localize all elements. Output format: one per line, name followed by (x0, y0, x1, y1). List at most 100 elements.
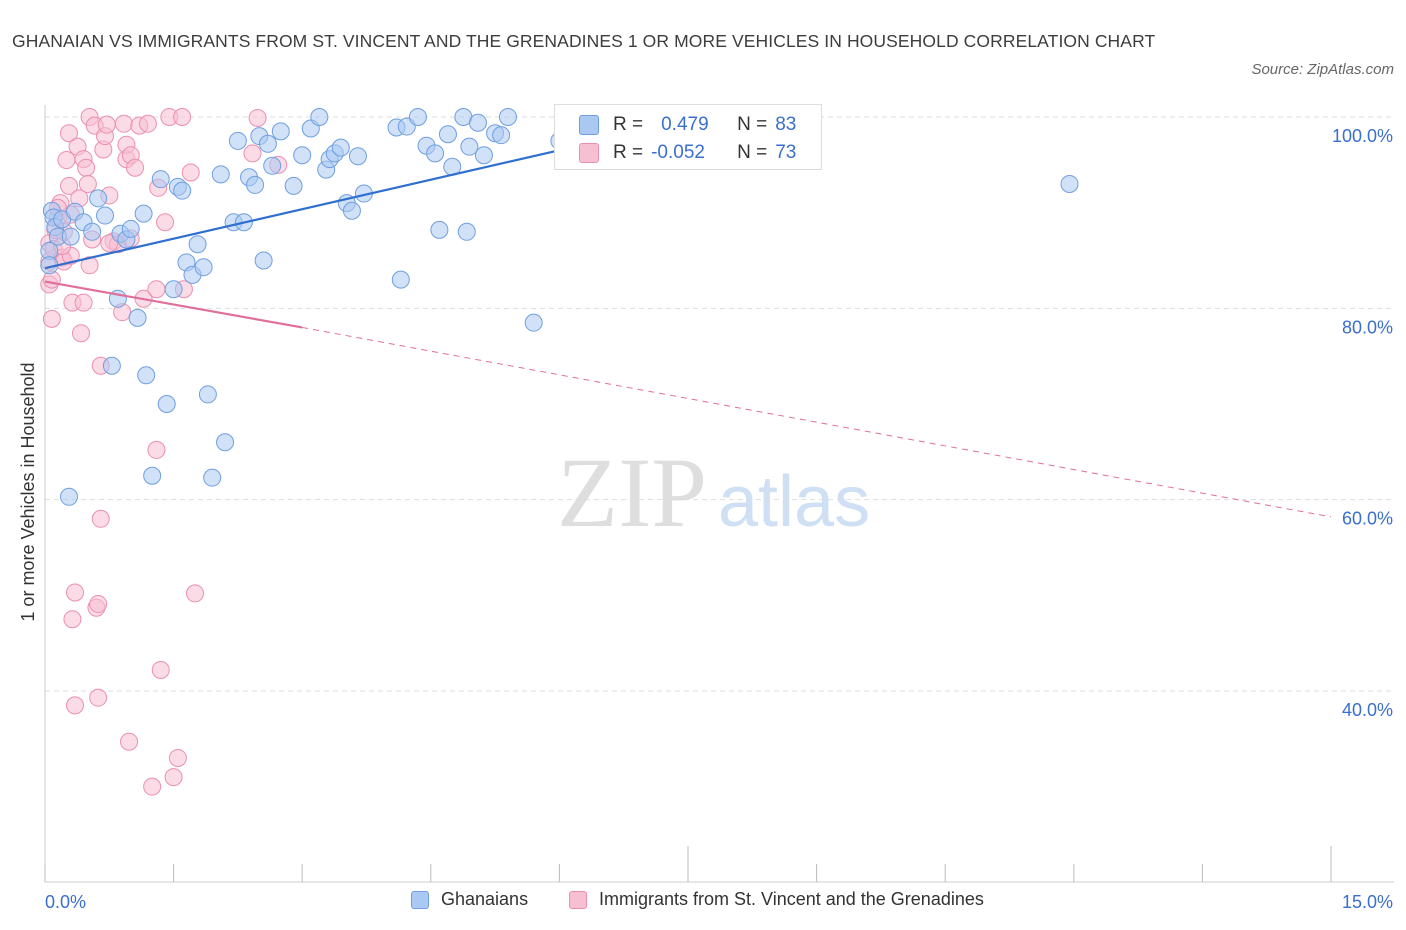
bottom-legend: Ghanaians Immigrants from St. Vincent an… (0, 889, 1406, 915)
pink-point (89, 688, 108, 707)
axes: 40.0% 60.0% 80.0% 100.0% 0.0% 15.0% (44, 105, 1394, 912)
blue-point (408, 108, 427, 126)
pink-point (168, 748, 187, 767)
pink-point (57, 151, 76, 170)
blue-point (254, 251, 273, 270)
legend-swatch-blue (411, 890, 429, 909)
trend-line-pink-extension (302, 326, 1332, 518)
blue-point (121, 219, 140, 238)
legend-item-ghanaians[interactable]: Ghanaians (411, 889, 528, 910)
pink-point (138, 114, 157, 133)
pink-point (72, 324, 91, 343)
blue-point (246, 175, 265, 194)
r-label-pink: R = (613, 142, 644, 163)
blue-point (457, 222, 476, 241)
blue-point (342, 201, 361, 220)
blue-point (426, 144, 445, 163)
pink-point (147, 280, 166, 299)
blue-point (498, 108, 517, 126)
stats-row-pink: R = -0.052 N = 73 (579, 140, 796, 166)
pink-point (97, 115, 116, 134)
y-axis-title: 1 or more Vehicles in Household (18, 362, 38, 621)
y-tick-label: 80.0% (1342, 317, 1393, 337)
blue-point (331, 138, 350, 157)
blue-point (134, 204, 153, 223)
blue-point (188, 235, 207, 254)
blue-point (293, 146, 312, 165)
y-tick-label: 40.0% (1342, 700, 1393, 720)
blue-point (468, 113, 487, 132)
pink-point (248, 108, 267, 127)
pink-point (74, 293, 93, 312)
blue-point (310, 108, 329, 126)
pink-point (89, 594, 108, 613)
stats-row-blue: R = 0.479 N = 83 (579, 112, 796, 138)
grid (45, 116, 1394, 692)
pink-point (164, 768, 183, 787)
blue-point (143, 466, 162, 485)
stats-legend: R = 0.479 N = 83 R = -0.052 N = 73 (554, 104, 822, 170)
blue-point (460, 137, 479, 156)
r-label-blue: R = (613, 114, 644, 135)
blue-point (228, 131, 247, 150)
pink-point (42, 309, 61, 328)
pink-point (66, 696, 85, 715)
pink-point (80, 256, 99, 275)
n-value-blue: 83 (775, 114, 797, 135)
stats-swatch-blue (579, 115, 599, 135)
blue-point (524, 313, 543, 332)
watermark-zip: ZIP (557, 437, 707, 548)
pink-point (60, 176, 79, 195)
watermark-atlas: atlas (718, 462, 870, 542)
pink-point (181, 163, 200, 182)
pink-point (126, 158, 145, 177)
y-tick-label: 60.0% (1342, 509, 1393, 529)
blue-point (96, 206, 115, 225)
pink-point (156, 213, 175, 232)
legend-swatch-pink (569, 890, 587, 909)
blue-point (284, 176, 303, 195)
chart-title: GHANAIAN VS IMMIGRANTS FROM ST. VINCENT … (12, 31, 1156, 51)
series-pink-points (40, 108, 288, 796)
legend-item-immigrants[interactable]: Immigrants from St. Vincent and the Gren… (569, 889, 984, 910)
pink-point (186, 584, 205, 603)
blue-point (203, 468, 222, 487)
blue-point (83, 222, 102, 241)
n-label-blue: N = (737, 114, 768, 135)
n-value-pink: 73 (775, 142, 797, 163)
pink-point (120, 732, 139, 751)
pink-point (147, 440, 166, 459)
pink-point (151, 660, 170, 679)
blue-point (198, 385, 217, 404)
blue-point (128, 308, 147, 327)
blue-point (492, 126, 511, 145)
blue-point (263, 156, 282, 175)
pink-point (78, 174, 97, 193)
pink-point (66, 583, 85, 602)
blue-point (137, 366, 156, 385)
pink-point (91, 509, 110, 528)
stats-swatch-pink (579, 143, 599, 163)
pink-point (60, 124, 79, 143)
blue-point (430, 220, 449, 239)
pink-point (143, 777, 162, 796)
legend-label-immigrants: Immigrants from St. Vincent and the Gren… (599, 889, 984, 909)
watermark: ZIP atlas (557, 437, 870, 548)
pink-point (63, 610, 82, 629)
r-value-blue: 0.479 (661, 114, 709, 135)
blue-point (271, 122, 290, 141)
blue-point (438, 125, 457, 144)
pink-point (173, 108, 192, 126)
blue-point (258, 134, 277, 153)
pink-point (243, 144, 262, 163)
y-tick-label: 100.0% (1332, 126, 1393, 146)
blue-point (151, 170, 170, 189)
x-tick-label-max: 15.0% (1342, 892, 1393, 912)
pink-point (77, 158, 96, 177)
blue-point (60, 487, 79, 506)
blue-point (157, 395, 176, 413)
blue-point (173, 181, 192, 200)
legend-label-ghanaians: Ghanaians (441, 889, 529, 909)
r-value-pink: -0.052 (651, 142, 705, 163)
